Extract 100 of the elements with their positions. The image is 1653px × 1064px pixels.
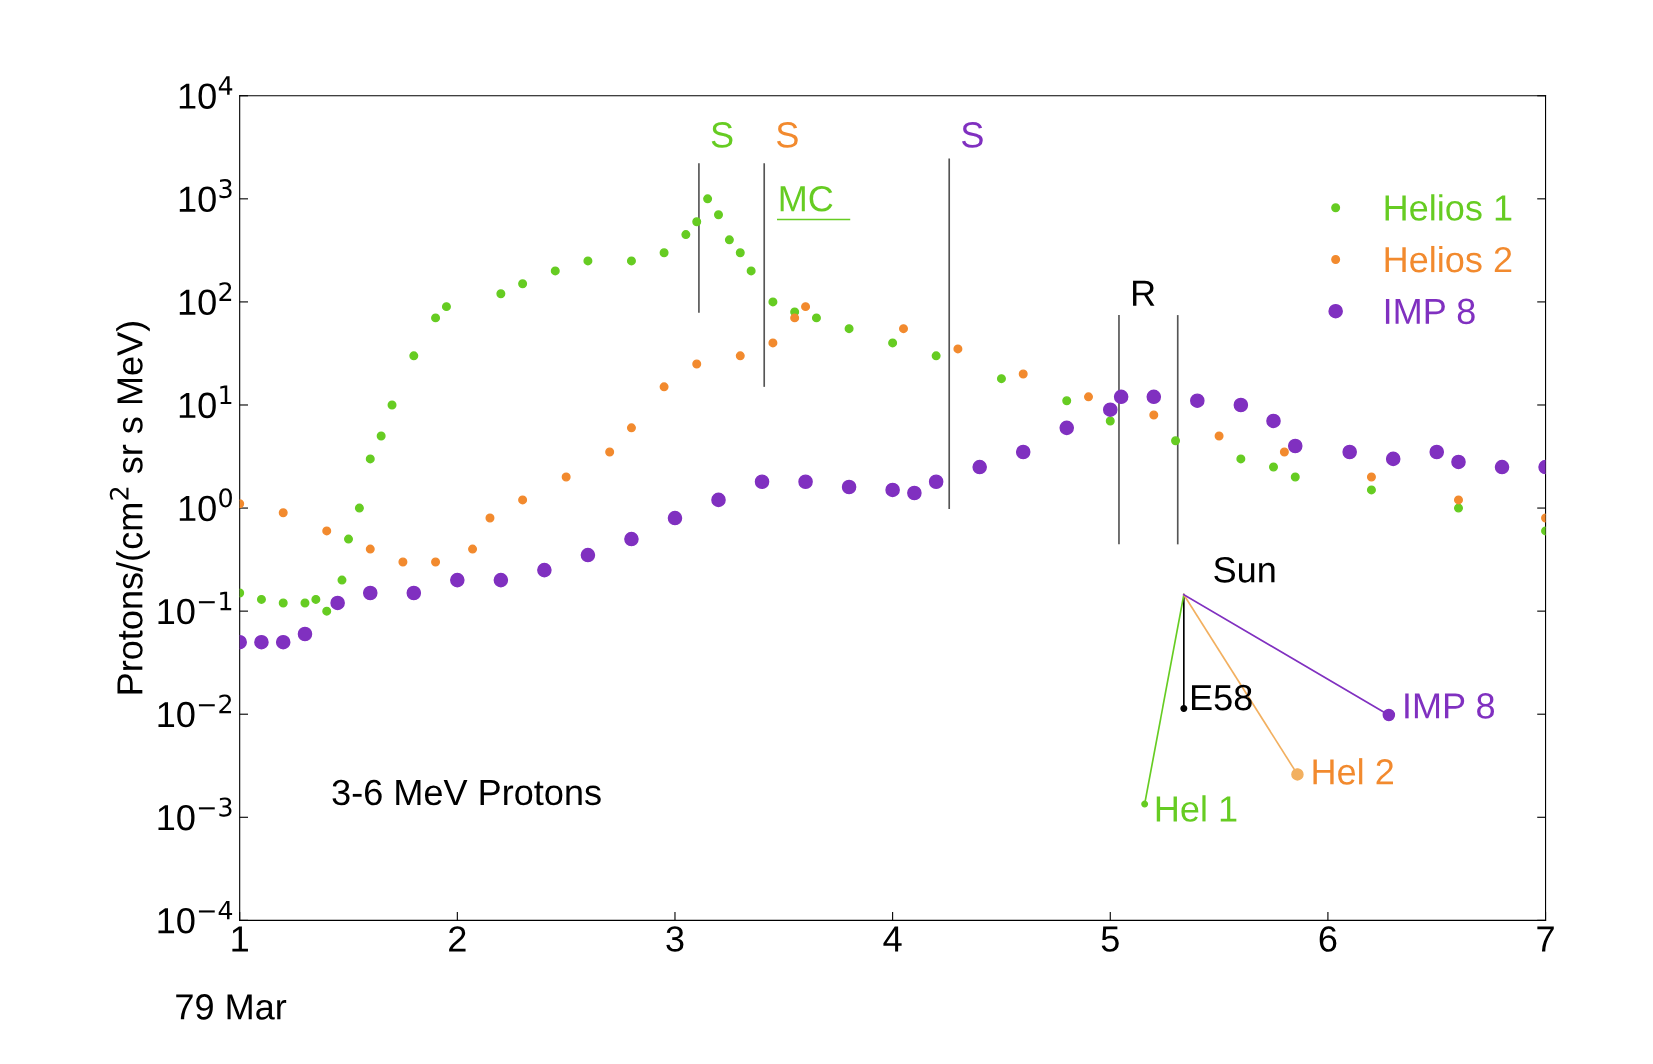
point (928, 474, 944, 490)
point (1146, 389, 1162, 405)
point (450, 572, 465, 588)
y-tick-label: 10$^{0}$ (179, 488, 232, 522)
point (1366, 472, 1376, 482)
point (931, 351, 941, 361)
point (1214, 431, 1224, 441)
point (365, 544, 375, 554)
y-tick-label: 10$^{1}$ (179, 385, 232, 419)
annotation: Sun (1214, 557, 1275, 583)
point (1190, 393, 1205, 409)
point (365, 454, 375, 464)
x-tick-label: 6 (1319, 926, 1337, 952)
point (768, 338, 778, 348)
point (485, 513, 495, 523)
point (996, 374, 1006, 384)
annotation: Hel 2 (1313, 758, 1393, 785)
annotation: Hel 1 (1156, 795, 1237, 822)
point (311, 594, 321, 604)
point (409, 351, 419, 361)
point (322, 526, 332, 536)
point (387, 400, 397, 410)
point (1113, 389, 1129, 405)
point (790, 313, 800, 323)
point (1494, 459, 1510, 475)
point (899, 324, 909, 334)
y-tick-label: 10$^{−3}$ (158, 797, 232, 831)
point (330, 595, 345, 611)
point (1102, 402, 1118, 417)
point (518, 495, 528, 505)
annotation: E58 (1192, 684, 1252, 711)
point (746, 266, 756, 276)
point (496, 289, 506, 299)
point (605, 447, 615, 457)
point (1290, 472, 1300, 482)
x-tick-label: 5 (1101, 926, 1119, 952)
point (735, 351, 745, 361)
point (692, 217, 702, 227)
y-tick-label: 10$^{3}$ (179, 179, 232, 212)
point (626, 256, 636, 266)
point (278, 508, 288, 518)
point (667, 510, 683, 526)
point (1059, 420, 1075, 436)
ref-line-label: S (711, 122, 733, 148)
point (844, 324, 854, 334)
point (406, 585, 422, 601)
point (885, 482, 900, 498)
x-tick-label: 7 (1537, 926, 1554, 952)
point (550, 266, 560, 276)
point (537, 562, 552, 578)
point (953, 344, 963, 354)
point (811, 313, 821, 323)
point (735, 248, 745, 258)
x-tick-label: 4 (883, 926, 902, 952)
ref-line-label: S (776, 122, 798, 148)
point (354, 503, 364, 513)
point (1454, 495, 1463, 505)
point (1366, 485, 1376, 495)
point (362, 585, 378, 601)
legend-label: Helios 1 (1385, 194, 1512, 221)
point (724, 235, 734, 245)
point (692, 359, 702, 369)
point (300, 598, 310, 608)
point (580, 547, 596, 563)
point (441, 302, 451, 312)
point (659, 248, 669, 258)
y-axis-title: Protons/(cm$^{2}$ sr s MeV) (109, 322, 150, 694)
point (888, 338, 898, 348)
point (714, 210, 724, 220)
point (278, 598, 288, 608)
point (297, 626, 313, 642)
point (798, 474, 813, 490)
point (754, 474, 770, 490)
point (583, 256, 593, 266)
x-tick-label: 3 (666, 926, 684, 952)
point (681, 230, 691, 240)
x-tick-label: 1 (232, 926, 248, 952)
annotation: MC (780, 185, 833, 212)
y-tick-label: 10$^{−4}$ (158, 900, 233, 934)
point (972, 459, 987, 475)
point (624, 531, 639, 547)
point (398, 557, 408, 567)
point (337, 575, 347, 585)
point (1287, 438, 1303, 454)
point (659, 382, 669, 392)
point (1149, 410, 1159, 420)
point (1105, 416, 1115, 426)
y-tick-label: 10$^{−2}$ (158, 694, 231, 728)
point (1233, 397, 1249, 413)
y-tick-label: 10$^{2}$ (179, 282, 232, 316)
point (1266, 413, 1281, 429)
point (1429, 444, 1445, 460)
legend-label: IMP 8 (1385, 298, 1475, 325)
ref-line-label: S (961, 122, 983, 148)
point (626, 423, 636, 433)
point (711, 492, 726, 508)
point (1084, 392, 1093, 402)
point (1342, 444, 1357, 460)
point (1385, 451, 1401, 467)
point (841, 479, 857, 495)
